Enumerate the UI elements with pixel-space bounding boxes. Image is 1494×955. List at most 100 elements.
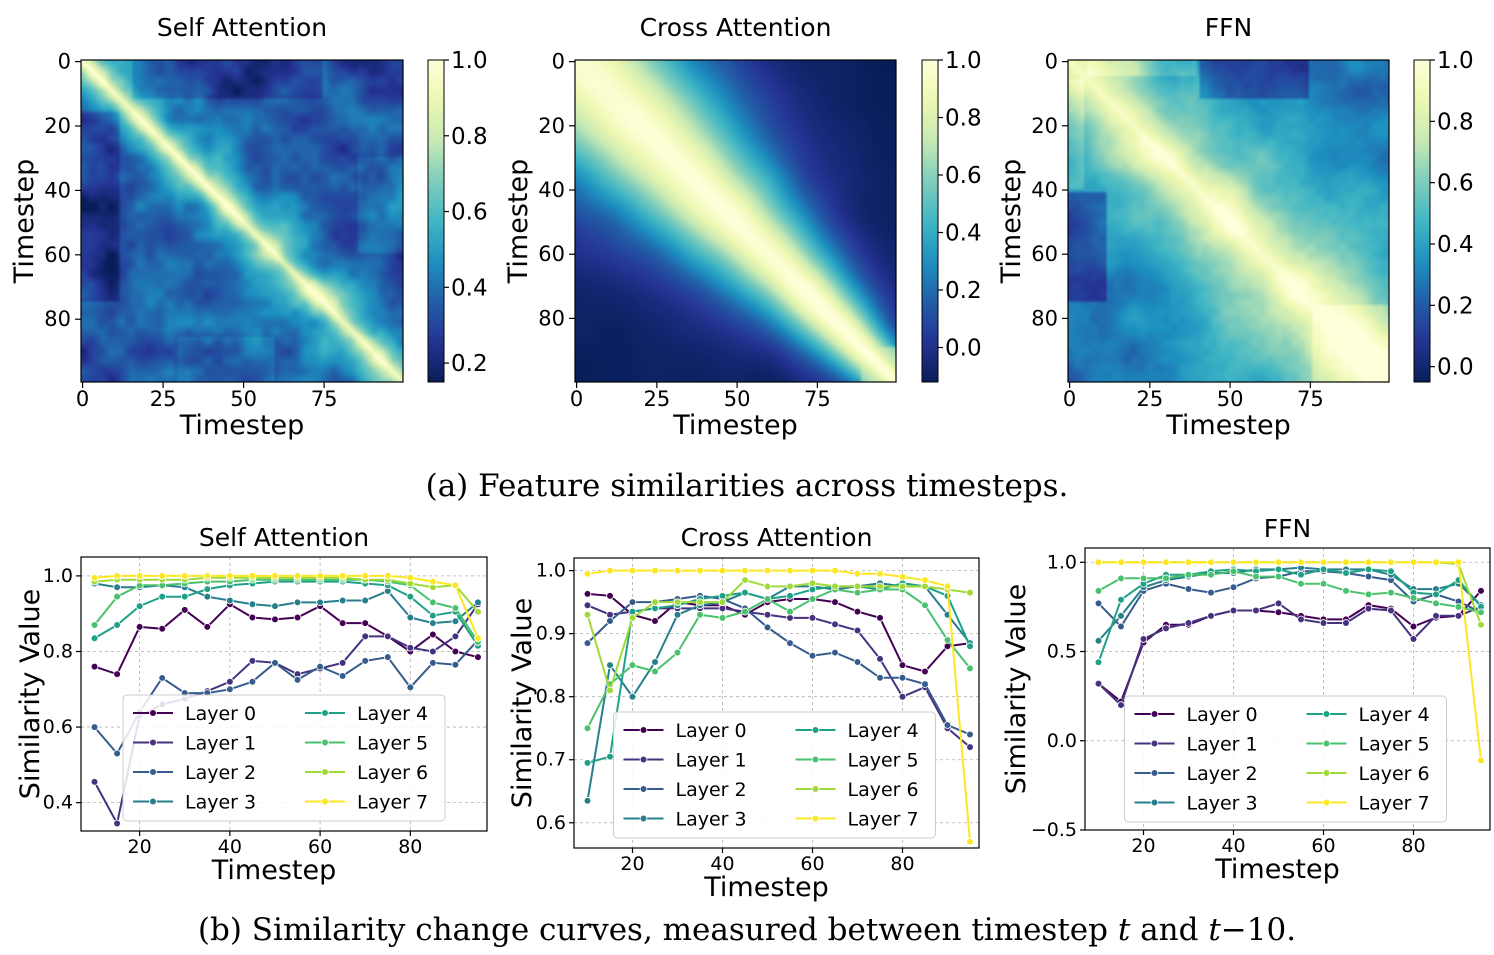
- series-point: [1477, 620, 1485, 629]
- series-line-2: [93, 639, 479, 756]
- series-point: [226, 685, 234, 694]
- series-point: [338, 572, 347, 580]
- series-point: [113, 592, 121, 601]
- series-point: [1094, 558, 1103, 567]
- series-point: [831, 582, 839, 591]
- ytick-label: −0.5: [1031, 819, 1077, 841]
- series-point: [429, 630, 437, 639]
- heatmap-xlabel: Timestep: [1165, 410, 1290, 441]
- series-point: [271, 602, 279, 610]
- series-point: [808, 614, 817, 622]
- series-point: [203, 623, 212, 631]
- series-point: [271, 572, 279, 580]
- series-point: [203, 572, 212, 580]
- heatmap-xtick-label: 50: [230, 387, 257, 411]
- series-line-1: [1097, 602, 1482, 707]
- series-point: [673, 566, 682, 575]
- series-point: [606, 617, 614, 625]
- heatmap-title: Cross Attention: [640, 13, 832, 42]
- series-point: [1364, 572, 1373, 581]
- series-point: [966, 730, 974, 739]
- plot-frame: [80, 556, 488, 832]
- heatmap-xtick-label: 50: [1217, 387, 1244, 411]
- legend-marker: [1322, 798, 1331, 807]
- lineplot-title: Cross Attention: [681, 523, 873, 552]
- series-point: [831, 566, 839, 575]
- legend-box: [1124, 695, 1447, 823]
- series-point: [1364, 565, 1373, 574]
- legend-marker: [1322, 710, 1331, 718]
- xtick-label: 20: [128, 836, 152, 858]
- legend-marker: [1150, 798, 1159, 807]
- series-point: [966, 664, 974, 673]
- series-point: [90, 634, 99, 643]
- xtick-label: 40: [1221, 835, 1245, 857]
- series-line-5: [93, 578, 479, 643]
- series-line-0: [587, 592, 971, 673]
- heatmap-ytick-label: 20: [44, 114, 71, 138]
- series-point: [1274, 599, 1283, 608]
- legend: Layer 0 Layer 1 Layer 2 Layer 3 Layer 4 Layer…: [613, 711, 936, 839]
- series-point: [113, 621, 121, 629]
- series-point: [180, 606, 189, 614]
- legend-box: [122, 694, 446, 822]
- heatmap-xtick-label: 25: [1136, 387, 1163, 411]
- series-point: [1162, 574, 1170, 583]
- series-point: [831, 648, 839, 657]
- series-line-2: [1097, 570, 1482, 629]
- heatmap-ytick-label: 40: [1031, 178, 1058, 202]
- colorbar-tick-label: 0.6: [1437, 171, 1474, 197]
- ytick-label: 0.4: [43, 792, 73, 814]
- series-point: [673, 598, 682, 606]
- series-point: [876, 673, 884, 682]
- heatmap-title: Self Attention: [157, 13, 327, 42]
- series-point: [921, 601, 929, 610]
- xtick-label: 60: [800, 853, 824, 875]
- series-point: [763, 582, 772, 591]
- legend-label: Layer 6: [848, 779, 919, 801]
- lineplot-panel-1: 20 40 60 80 0.4 0.6 0.8 1.0 Self Attention Timest…: [15, 523, 488, 886]
- series-point: [673, 610, 682, 619]
- series-line-5: [586, 588, 971, 729]
- series-point: [628, 692, 637, 701]
- series-point: [853, 588, 862, 597]
- series-point: [651, 566, 659, 575]
- series-point: [898, 692, 907, 701]
- series-point: [1409, 594, 1418, 602]
- legend-marker: [1322, 769, 1331, 777]
- series-point: [338, 672, 347, 680]
- series-point: [203, 585, 212, 593]
- legend-label: Layer 0: [1187, 704, 1258, 726]
- legend-label: Layer 7: [848, 809, 919, 831]
- xtick-label: 20: [1131, 835, 1155, 857]
- series-point: [1364, 604, 1373, 613]
- heatmap-xtick-label: 0: [76, 387, 89, 411]
- series-point: [1274, 565, 1283, 574]
- series-point: [1319, 579, 1328, 588]
- lineplot-title: Self Attention: [199, 523, 369, 552]
- legend-label: Layer 3: [1187, 793, 1258, 815]
- legend-label: Layer 6: [1359, 763, 1430, 785]
- series-point: [113, 749, 121, 758]
- legend-marker: [811, 814, 820, 823]
- legend-label: Layer 2: [185, 762, 256, 784]
- series-point: [158, 674, 167, 682]
- heatmap-ytick-label: 80: [538, 306, 565, 330]
- series-point: [853, 569, 862, 578]
- series-point: [1342, 569, 1350, 577]
- series-point: [583, 796, 592, 805]
- series-point: [876, 569, 884, 578]
- ytick-label: 0.5: [1047, 641, 1077, 663]
- series-line-3: [94, 582, 479, 625]
- ytick-label: 0.6: [536, 812, 566, 834]
- colorbar-tick-label: 0.4: [945, 221, 982, 247]
- series-point: [583, 759, 592, 767]
- series-point: [876, 614, 884, 622]
- series-point: [1274, 558, 1283, 567]
- series-point: [1432, 558, 1440, 567]
- ytick-label: 0.9: [536, 623, 566, 645]
- series-point: [1319, 619, 1328, 627]
- lineplot-panel-2: 20 40 60 80 0.6 0.7 0.8 0.9 1.0 Cross Attention Ti…: [507, 523, 980, 903]
- xtick-label: 80: [890, 853, 914, 875]
